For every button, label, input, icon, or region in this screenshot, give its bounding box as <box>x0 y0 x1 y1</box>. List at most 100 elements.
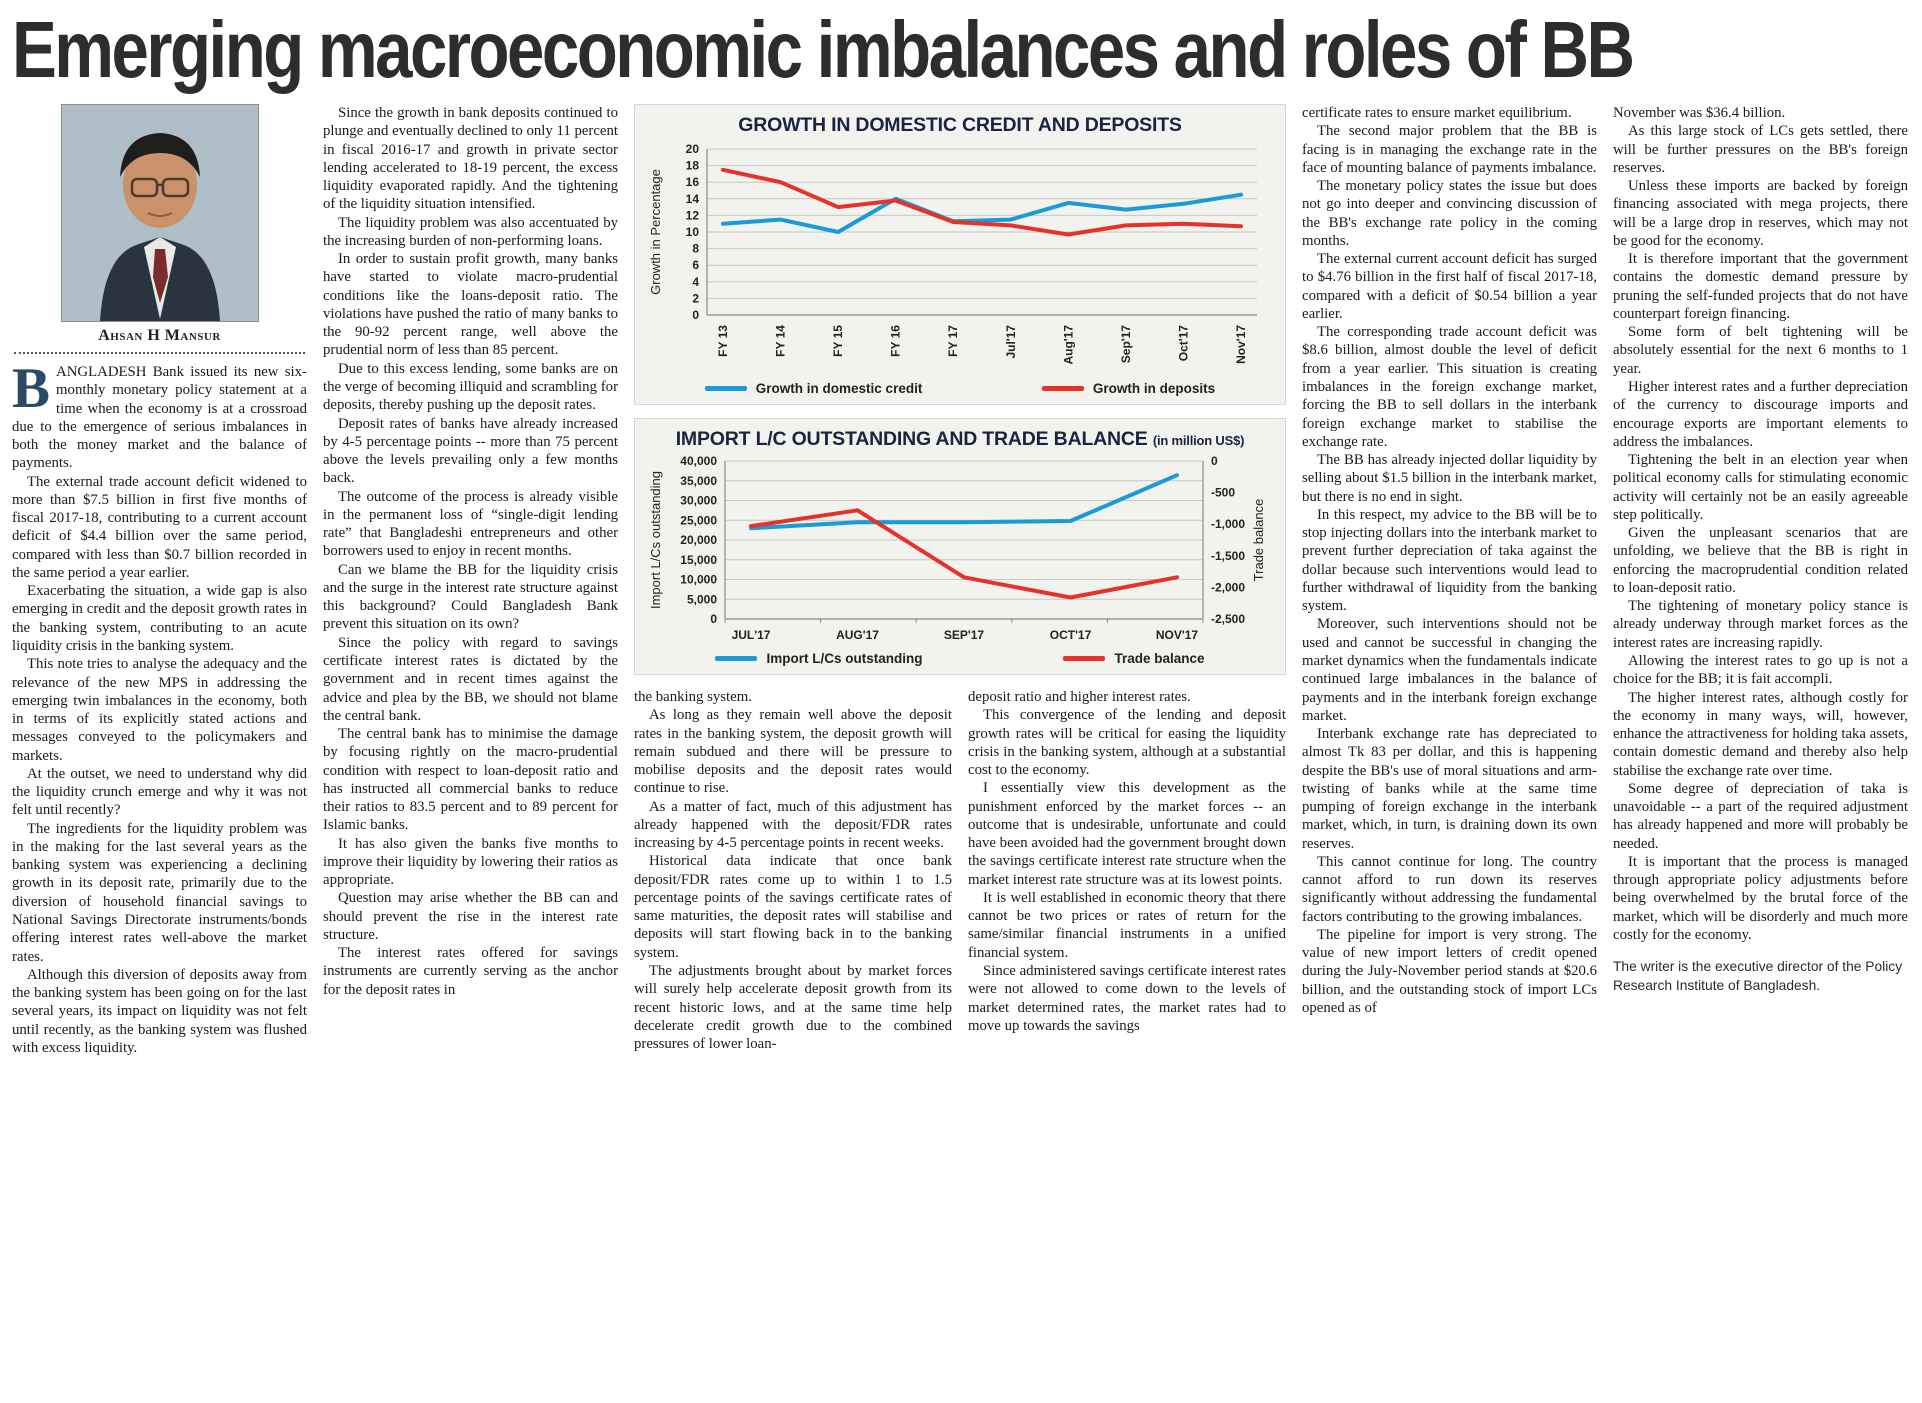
paragraph: In order to sustain profit growth, many … <box>323 251 618 359</box>
column-2-text: Since the growth in bank deposits contin… <box>323 104 618 999</box>
column-6-text: November was $36.4 billion. As this large… <box>1613 104 1908 944</box>
paragraph: Tightening the belt in an election year … <box>1613 452 1908 523</box>
growth-chart-legend: Growth in domestic credit Growth in depos… <box>645 379 1275 402</box>
legend-item: Import L/Cs outstanding <box>715 651 922 666</box>
svg-text:8: 8 <box>692 242 699 256</box>
svg-text:FY 16: FY 16 <box>889 325 903 357</box>
paragraph: It is well established in economic theor… <box>968 889 1286 961</box>
paragraph: In this respect, my advice to the BB wil… <box>1302 506 1597 615</box>
svg-text:-1,500: -1,500 <box>1211 549 1245 563</box>
column-4-text: deposit ratio and higher interest rates.… <box>968 688 1286 1382</box>
svg-text:20: 20 <box>686 142 700 156</box>
svg-text:FY 13: FY 13 <box>716 325 730 357</box>
column-1: Ahsan H Mansur BANGLADESH Bank issued it… <box>12 104 307 1382</box>
svg-text:0: 0 <box>710 612 717 626</box>
paragraph: The central bank has to minimise the dam… <box>323 726 618 834</box>
svg-text:-1,000: -1,000 <box>1211 517 1245 531</box>
growth-chart-section: GROWTH IN DOMESTIC CREDIT AND DEPOSITS 0… <box>634 104 1286 405</box>
legend-item: Growth in domestic credit <box>704 381 923 396</box>
svg-text:FY 17: FY 17 <box>946 325 960 357</box>
paragraph: It is therefore important that the gover… <box>1613 251 1908 322</box>
paragraph: Although this diversion of deposits away… <box>12 966 307 1056</box>
paragraph: It has also given the banks five months … <box>323 835 618 889</box>
paragraph: Moreover, such interventions should not … <box>1302 616 1597 724</box>
import-chart-units: (in million US$) <box>1152 433 1245 448</box>
svg-text:5,000: 5,000 <box>687 592 717 606</box>
paragraph: Can we blame the BB for the liquidity cr… <box>323 561 618 633</box>
svg-text:Oct'17: Oct'17 <box>1176 325 1190 362</box>
column-3-text: the banking system. As long as they remai… <box>634 688 952 1382</box>
paragraph: deposit ratio and higher interest rates. <box>968 689 1191 705</box>
paragraph: certificate rates to ensure market equil… <box>1302 105 1572 121</box>
paragraph: Deposit rates of banks have already incr… <box>323 415 618 487</box>
svg-text:-500: -500 <box>1211 486 1235 500</box>
svg-text:16: 16 <box>686 175 700 189</box>
svg-text:25,000: 25,000 <box>680 513 717 527</box>
import-chart-title: IMPORT L/C OUTSTANDING AND TRADE BALANCE… <box>645 428 1275 451</box>
charts-and-middle-text: GROWTH IN DOMESTIC CREDIT AND DEPOSITS 0… <box>634 104 1286 1382</box>
svg-text:AUG'17: AUG'17 <box>836 628 879 642</box>
legend-swatch <box>715 656 758 661</box>
column-1-text: BANGLADESH Bank issued its new six-month… <box>12 357 307 1057</box>
svg-text:JUL'17: JUL'17 <box>732 628 771 642</box>
paragraph: Since administered savings certificate i… <box>968 962 1286 1034</box>
paragraph: Historical data indicate that once bank … <box>634 853 952 961</box>
article-body: Ahsan H Mansur BANGLADESH Bank issued it… <box>12 104 1910 1382</box>
svg-text:SEP'17: SEP'17 <box>944 628 985 642</box>
paragraph: The adjustments brought about by market … <box>634 962 952 1053</box>
column-5-text: certificate rates to ensure market equil… <box>1302 104 1597 1017</box>
middle-text-columns: the banking system. As long as they remai… <box>634 688 1286 1382</box>
paragraph: The corresponding trade account deficit … <box>1302 324 1597 450</box>
legend-label: Trade balance <box>1114 651 1205 666</box>
author-block: Ahsan H Mansur <box>55 104 265 345</box>
headline: Emerging macroeconomic imbalances and ro… <box>12 5 1635 94</box>
svg-text:-2,000: -2,000 <box>1211 580 1245 594</box>
paragraph: The outcome of the process is already vi… <box>323 488 618 560</box>
author-photo <box>60 104 259 322</box>
paragraph: It is important that the process is mana… <box>1613 853 1908 943</box>
svg-text:Trade balance: Trade balance <box>1251 499 1266 582</box>
paragraph: Interbank exchange rate has depreciated … <box>1302 726 1597 852</box>
import-chart-legend: Import L/Cs outstanding Trade balance <box>645 649 1275 672</box>
svg-text:Jul'17: Jul'17 <box>1004 325 1018 359</box>
growth-chart-title: GROWTH IN DOMESTIC CREDIT AND DEPOSITS <box>738 114 1182 136</box>
paragraph: Some form of belt tightening will be abs… <box>1613 324 1908 377</box>
paragraph: The liquidity problem was also accentuat… <box>323 214 618 249</box>
paragraph: The second major problem that the BB is … <box>1302 123 1597 176</box>
svg-text:12: 12 <box>686 208 700 222</box>
paragraph: As a matter of fact, much of this adjust… <box>634 798 952 852</box>
svg-text:Sep'17: Sep'17 <box>1119 325 1133 364</box>
svg-text:10,000: 10,000 <box>680 573 717 587</box>
paragraph: Given the unpleasant scenarios that are … <box>1613 525 1908 596</box>
svg-text:Aug'17: Aug'17 <box>1061 325 1075 365</box>
paragraph: The tightening of monetary policy stance… <box>1613 598 1908 651</box>
column-5: certificate rates to ensure market equil… <box>1302 104 1597 1382</box>
svg-text:15,000: 15,000 <box>680 553 717 567</box>
paragraph: The interest rates offered for savings i… <box>323 945 618 998</box>
paragraph: The external trade account deficit widen… <box>12 473 307 581</box>
legend-swatch <box>1041 386 1084 391</box>
paragraph: At the outset, we need to understand why… <box>12 765 307 819</box>
svg-text:FY 14: FY 14 <box>774 325 788 357</box>
legend-label: Growth in domestic credit <box>755 381 923 396</box>
paragraph: The external current account deficit has… <box>1302 251 1597 322</box>
growth-chart-svg: 0 2 4 6 8 10 12 14 16 18 20 FY 13 FY 14 FY 15 FY 16 FY … <box>648 142 1257 365</box>
paragraph: This convergence of the lending and depo… <box>968 707 1286 779</box>
svg-text:0: 0 <box>692 308 699 322</box>
svg-text:35,000: 35,000 <box>680 474 717 488</box>
svg-text:10: 10 <box>686 225 700 239</box>
paragraph: BANGLADESH Bank issued its new six-month… <box>12 357 307 472</box>
svg-text:Nov'17: Nov'17 <box>1234 325 1248 364</box>
paragraph: The monetary policy states the issue but… <box>1302 178 1597 249</box>
svg-text:14: 14 <box>686 192 700 206</box>
import-chart-title-text: IMPORT L/C OUTSTANDING AND TRADE BALANCE <box>675 428 1148 450</box>
paragraph: As this large stock of LCs gets settled,… <box>1613 123 1908 176</box>
svg-text:6: 6 <box>692 258 699 272</box>
paragraph: This note tries to analyse the adequacy … <box>12 656 307 764</box>
paragraph: This cannot continue for long. The count… <box>1302 853 1597 925</box>
paragraph: Exacerbating the situation, a wide gap i… <box>12 583 307 654</box>
author-portrait-illustration <box>61 105 258 321</box>
svg-text:FY 15: FY 15 <box>831 325 845 357</box>
paragraph: I essentially view this development as t… <box>968 780 1286 888</box>
